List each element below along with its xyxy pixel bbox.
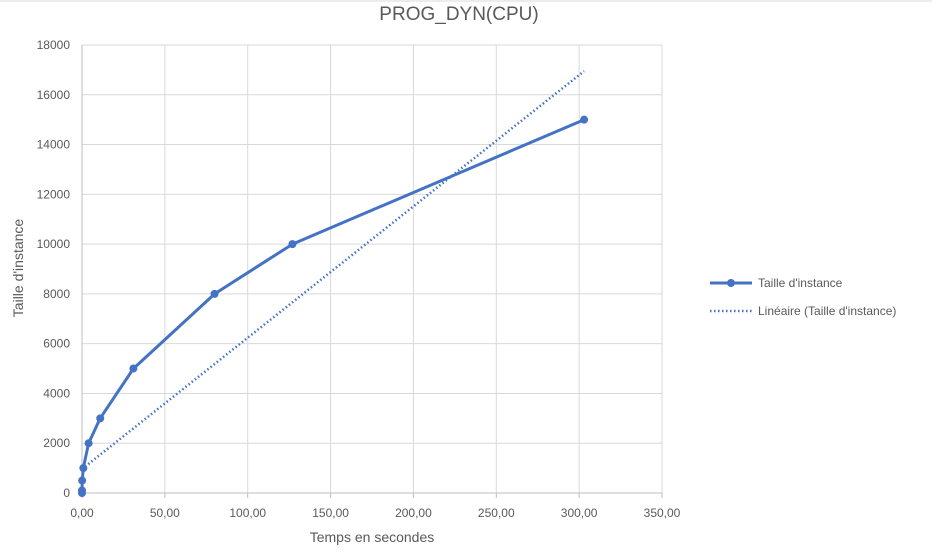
chart-title: PROG_DYN(CPU): [379, 4, 538, 25]
data-point-marker: [78, 486, 86, 495]
data-point-marker: [580, 115, 589, 124]
legend-entry-trendline[interactable]: Linéaire (Taille d'instance): [710, 304, 896, 318]
axes: [81, 45, 663, 498]
x-tick-label: 0,00: [70, 506, 94, 520]
y-tick-label: 8000: [43, 287, 70, 301]
x-tick-label: 150,00: [312, 506, 349, 520]
y-tick-label: 16000: [37, 88, 71, 102]
x-tick-label: 250,00: [478, 506, 515, 520]
x-tick-label: 100,00: [229, 506, 266, 520]
legend-entry-series[interactable]: Taille d'instance: [710, 276, 843, 290]
y-tick-label: 18000: [37, 38, 71, 52]
x-axis-label: Temps en secondes: [310, 529, 435, 545]
legend-series-marker: [727, 279, 735, 287]
data-point-marker: [129, 364, 138, 373]
data-point-marker: [78, 476, 87, 485]
y-tick-label: 2000: [43, 436, 70, 450]
y-tick-label: 14000: [37, 138, 71, 152]
legend-trendline-label: Linéaire (Taille d'instance): [758, 304, 896, 318]
y-tick-label: 4000: [43, 386, 70, 400]
x-tick-label: 350,00: [644, 506, 681, 520]
y-tick-label: 10000: [37, 237, 71, 251]
data-point-marker: [79, 464, 88, 473]
x-tick-labels: 0,00 50,00 100,00 150,00 200,00 250,00 300,00 3…: [70, 506, 680, 520]
x-tick-label: 200,00: [395, 506, 432, 520]
data-point-marker: [96, 414, 105, 423]
legend-series-label: Taille d'instance: [758, 276, 843, 290]
trendline-linear: [81, 70, 585, 471]
series-line: [80, 118, 585, 493]
x-tick-label: 300,00: [561, 506, 598, 520]
data-point-marker: [210, 289, 219, 298]
data-point-marker: [84, 439, 93, 448]
y-tick-labels: 0 2000 4000 6000 8000 10000 12000 14000 16000 180…: [37, 38, 71, 500]
plot-series: [78, 70, 589, 497]
data-point-marker: [288, 240, 297, 249]
legend: Taille d'instance Linéaire (Taille d'ins…: [710, 276, 896, 318]
gridlines: [82, 44, 663, 493]
y-tick-label: 12000: [37, 187, 71, 201]
y-tick-label: 6000: [43, 337, 70, 351]
x-tick-label: 50,00: [150, 506, 180, 520]
y-tick-label: 0: [63, 486, 70, 500]
y-axis-label: Taille d'instance: [10, 219, 26, 318]
